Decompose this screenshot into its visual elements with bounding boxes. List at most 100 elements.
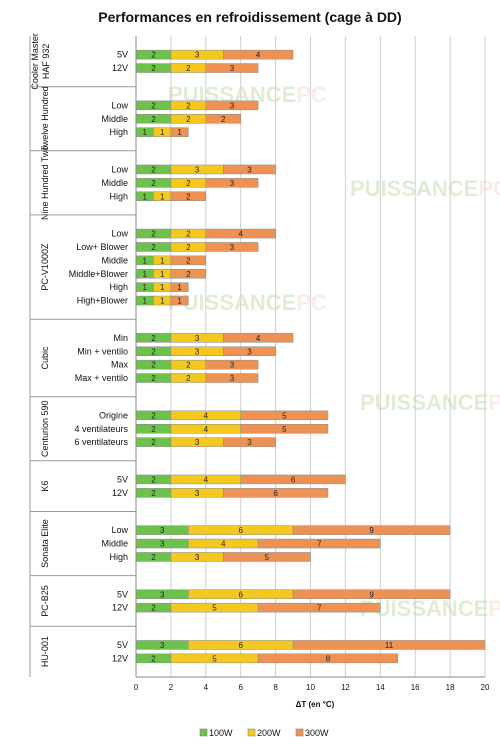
data-label: 3: [230, 64, 235, 73]
bar-segment-300W: [223, 437, 276, 447]
bar-segment-300W: [170, 191, 207, 201]
group-label: HU-001: [40, 636, 50, 667]
data-label: 4: [204, 475, 209, 484]
watermark-text: PUISSANCEPC: [360, 390, 500, 415]
row-label: 12V: [112, 488, 128, 498]
x-tick-label: 0: [134, 683, 139, 692]
grid-lines: [135, 36, 486, 677]
data-label: 2: [151, 553, 156, 562]
group-label: Cubic: [40, 346, 50, 370]
data-label: 3: [160, 540, 165, 549]
x-tick-label: 4: [204, 683, 209, 692]
row-label: 5V: [117, 474, 128, 484]
data-label: 2: [151, 64, 156, 73]
bar-segment-300W: [170, 295, 189, 306]
row-label: Middle: [101, 114, 128, 124]
data-label: 1: [177, 283, 182, 292]
data-label: 11: [385, 641, 394, 650]
data-label: 2: [186, 256, 191, 265]
legend-swatch: [295, 728, 304, 737]
data-label: 1: [142, 297, 147, 306]
data-label: 1: [177, 297, 182, 306]
data-label: 2: [186, 230, 191, 239]
row-label: High: [109, 552, 128, 562]
data-label: 9: [369, 590, 374, 599]
data-label: 2: [151, 347, 156, 356]
data-label: 3: [195, 489, 200, 498]
bar-segment-300W: [205, 63, 259, 73]
data-label: 6: [238, 526, 243, 535]
bar-segment-300W: [205, 373, 259, 383]
data-label: 3: [195, 347, 200, 356]
data-label: 2: [186, 192, 191, 201]
data-label: 1: [160, 256, 165, 265]
data-label: 5: [212, 654, 217, 663]
data-label: 3: [230, 101, 235, 110]
data-label: 6: [238, 641, 243, 650]
row-label: 5V: [117, 640, 128, 650]
data-label: 8: [326, 654, 331, 663]
data-label: 2: [186, 270, 191, 279]
data-label: 2: [186, 243, 191, 252]
data-label: 4: [221, 540, 226, 549]
data-label: 3: [195, 51, 200, 60]
row-label: High: [109, 282, 128, 292]
x-axis: 0 2 4 6 8 10 12 14 16 18 20: [134, 36, 490, 692]
row-label: 12V: [112, 63, 128, 73]
group-label: K6: [40, 481, 50, 492]
bar-segment-300W: [205, 178, 259, 188]
data-label: 2: [151, 51, 156, 60]
bar-segment-300W: [257, 602, 381, 613]
data-label: 1: [160, 192, 165, 201]
data-label: 2: [151, 334, 156, 343]
row-label: 12V: [112, 653, 128, 663]
data-label: 2: [186, 179, 191, 188]
row-label: 5V: [117, 50, 128, 60]
data-label: 2: [151, 374, 156, 383]
group-label: Sonata Elite: [40, 519, 50, 568]
bar-segment-300W: [240, 410, 329, 421]
data-label: 6: [291, 475, 296, 484]
data-label: 6: [238, 590, 243, 599]
data-label: 1: [142, 270, 147, 279]
data-label: 2: [151, 438, 156, 447]
data-label: 3: [195, 165, 200, 174]
bar-segment-300W: [240, 474, 346, 485]
bar-segment-300W: [205, 228, 276, 239]
data-label: 3: [230, 374, 235, 383]
data-label: 2: [151, 361, 156, 370]
row-label: Min + ventilo: [77, 346, 128, 356]
row-label: Middle: [101, 255, 128, 265]
data-label: 2: [186, 374, 191, 383]
data-label: 1: [142, 128, 147, 137]
data-label: 1: [142, 283, 147, 292]
data-label: 2: [151, 411, 156, 420]
bar-segment-300W: [223, 346, 276, 356]
bar-segment-300W: [257, 538, 381, 549]
row-label: Max: [111, 360, 129, 370]
bar-segment-300W: [170, 282, 189, 292]
data-label: 3: [247, 347, 252, 356]
data-label: 2: [151, 243, 156, 252]
bars: 2 3 42 2 32 2 32 2 21 1 12 3 32 2 31 1 22 2 42 2 31 1 21 1 21 1 11…: [135, 49, 486, 663]
data-label: 1: [160, 283, 165, 292]
data-label: 1: [142, 256, 147, 265]
data-label: 3: [230, 243, 235, 252]
data-label: 1: [142, 192, 147, 201]
row-label: High+Blower: [77, 296, 128, 306]
row-label: 6 ventilateurs: [74, 437, 128, 447]
group-label: Cooler MasterHAF 932: [30, 33, 51, 90]
bar-segment-300W: [292, 640, 486, 650]
bar-segment-300W: [240, 424, 329, 434]
row-label: Max + ventilo: [75, 373, 128, 383]
row-label: 4 ventilateurs: [74, 424, 128, 434]
row-label: High: [109, 127, 128, 137]
category-labels: 5V 12V Cooler MasterHAF 932 Low Middle High Tw…: [29, 33, 136, 677]
data-label: 9: [369, 526, 374, 535]
legend-label: 300W: [305, 728, 329, 738]
data-label: 3: [195, 334, 200, 343]
row-label: Low: [111, 100, 128, 110]
row-label: Low: [111, 164, 128, 174]
bar-segment-300W: [223, 333, 294, 343]
data-label: 2: [151, 165, 156, 174]
